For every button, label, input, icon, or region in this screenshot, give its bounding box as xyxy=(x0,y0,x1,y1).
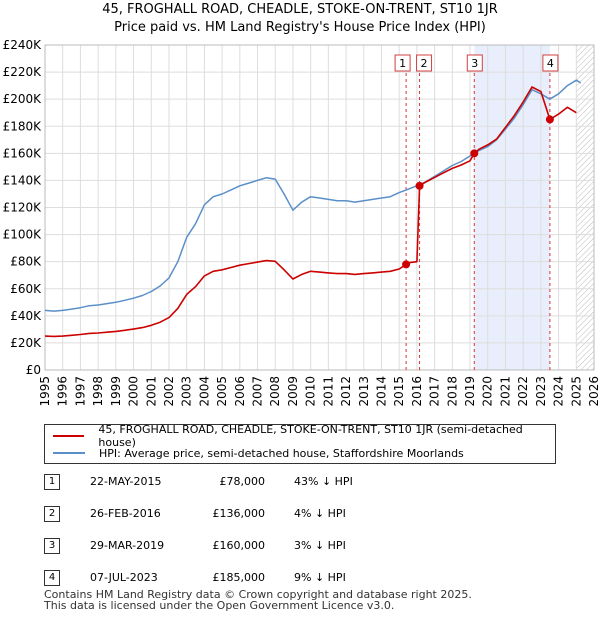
sale-hpi-diff: 43% ↓ HPI xyxy=(294,475,353,488)
sale-hpi-diff: 3% ↓ HPI xyxy=(294,539,346,552)
x-tick-label: 2021 xyxy=(498,376,512,407)
x-tick-label: 1995 xyxy=(38,376,52,407)
sale-number-box: 3 xyxy=(44,538,60,554)
y-tick-label: £160K xyxy=(3,146,43,160)
sale-point xyxy=(415,181,424,190)
y-tick-label: £140K xyxy=(3,173,43,187)
sale-date: 29-MAR-2019 xyxy=(90,539,165,552)
sale-hpi-diff: 4% ↓ HPI xyxy=(294,507,346,520)
x-tick-label: 2007 xyxy=(251,376,265,407)
sale-point xyxy=(470,149,479,158)
x-tick-label: 2014 xyxy=(374,376,388,407)
hpi-line-swatch xyxy=(53,452,85,454)
y-tick-label: £220K xyxy=(3,65,43,79)
x-tick-label: 1996 xyxy=(56,376,70,407)
chart-subtitle: Price paid vs. HM Land Registry's House … xyxy=(114,20,486,35)
x-tick-label: 2003 xyxy=(180,376,194,407)
sale-marker-number: 3 xyxy=(471,57,478,70)
plot-frame xyxy=(44,44,595,371)
footer-licence: This data is licensed under the Open Gov… xyxy=(44,599,395,612)
x-tick-label: 2011 xyxy=(321,376,335,407)
x-tick-label: 2015 xyxy=(392,376,406,407)
y-tick-label: £200K xyxy=(3,92,43,106)
footer: Contains HM Land Registry data © Crown c… xyxy=(44,589,472,611)
x-tick-label: 2025 xyxy=(569,376,583,407)
x-tick-label: 2005 xyxy=(215,376,229,407)
x-tick-label: 2024 xyxy=(552,376,566,407)
x-tick-label: 2023 xyxy=(534,376,548,407)
sale-number-box: 1 xyxy=(44,474,60,490)
x-tick-label: 2000 xyxy=(127,376,141,407)
x-tick-label: 2026 xyxy=(587,376,600,407)
y-tick-label: £60K xyxy=(10,282,42,296)
y-tick-label: £120K xyxy=(3,201,43,215)
sale-number-box: 2 xyxy=(44,506,60,522)
footer-copyright: Contains HM Land Registry data © Crown c… xyxy=(44,588,472,601)
y-tick-label: £240K xyxy=(3,38,43,52)
sale-price: £136,000 xyxy=(212,507,266,520)
legend-price-paid-label: 45, FROGHALL ROAD, CHEADLE, STOKE-ON-TRE… xyxy=(98,423,523,449)
x-tick-label: 1997 xyxy=(73,376,87,407)
y-tick-label: £180K xyxy=(3,119,43,133)
sale-price: £160,000 xyxy=(212,539,266,552)
sale-point xyxy=(545,115,554,124)
sale-price: £78,000 xyxy=(219,475,266,488)
x-tick-label: 2018 xyxy=(445,376,459,407)
price-chart: £0 £20K £40K £60K £80K £100K £120K £140K £160K £1… xyxy=(3,38,600,407)
sale-marker-box xyxy=(466,54,483,72)
sale-number-box: 4 xyxy=(44,570,60,586)
price-paid-line-swatch xyxy=(53,435,85,437)
sale-date: 26-FEB-2016 xyxy=(90,507,161,520)
x-tick-label: 2002 xyxy=(162,376,176,407)
sale-row-3: 3 29-MAR-2019 £160,000 3% ↓ HPI xyxy=(44,538,564,556)
sale-marker-number: 2 xyxy=(421,57,428,70)
sale-date: 22-MAY-2015 xyxy=(90,475,162,488)
sale-marker-box xyxy=(542,54,559,72)
x-tick-label: 2006 xyxy=(233,376,247,407)
sale-hpi-diff: 9% ↓ HPI xyxy=(294,571,346,584)
legend-item-hpi: HPI: Average price, semi-detached house,… xyxy=(53,445,464,461)
sale-row-2: 2 26-FEB-2016 £136,000 4% ↓ HPI xyxy=(44,506,564,524)
sale-row-4: 4 07-JUL-2023 £185,000 9% ↓ HPI xyxy=(44,570,564,588)
x-tick-label: 2010 xyxy=(304,376,318,407)
x-tick-label: 2004 xyxy=(197,376,211,407)
x-tick-label: 2019 xyxy=(463,376,477,407)
sale-marker-box xyxy=(394,54,411,72)
x-tick-label: 1999 xyxy=(109,376,123,407)
y-tick-label: £100K xyxy=(3,228,43,242)
y-tick-label: £80K xyxy=(10,255,42,269)
sale-marker-number: 1 xyxy=(399,57,406,70)
x-tick-label: 2020 xyxy=(481,376,495,407)
sale-date: 07-JUL-2023 xyxy=(90,571,158,584)
legend-hpi-label: HPI: Average price, semi-detached house,… xyxy=(99,446,464,460)
chart-title: 45, FROGHALL ROAD, CHEADLE, STOKE-ON-TRE… xyxy=(102,2,498,17)
sale-marker-box xyxy=(416,54,433,72)
chart-legend: 45, FROGHALL ROAD, CHEADLE, STOKE-ON-TRE… xyxy=(44,423,556,464)
sale-row-1: 1 22-MAY-2015 £78,000 43% ↓ HPI xyxy=(44,474,564,492)
price-paid-series-line xyxy=(44,86,577,338)
y-tick-label: £0 xyxy=(26,363,41,377)
x-tick-label: 2012 xyxy=(339,376,353,407)
sale-price: £185,000 xyxy=(212,571,266,584)
x-tick-label: 2009 xyxy=(286,376,300,407)
x-tick-label: 2001 xyxy=(144,376,158,407)
x-tick-label: 2016 xyxy=(410,376,424,407)
x-tick-label: 2022 xyxy=(516,376,530,407)
y-tick-label: £40K xyxy=(10,309,42,323)
sale-point xyxy=(402,260,411,269)
sale-marker-number: 4 xyxy=(547,57,554,70)
x-tick-label: 1998 xyxy=(91,376,105,407)
y-tick-label: £20K xyxy=(10,336,42,350)
x-tick-label: 2013 xyxy=(357,376,371,407)
x-tick-label: 2017 xyxy=(428,376,442,407)
x-tick-label: 2008 xyxy=(268,376,282,407)
legend-item-price-paid: 45, FROGHALL ROAD, CHEADLE, STOKE-ON-TRE… xyxy=(53,423,555,449)
